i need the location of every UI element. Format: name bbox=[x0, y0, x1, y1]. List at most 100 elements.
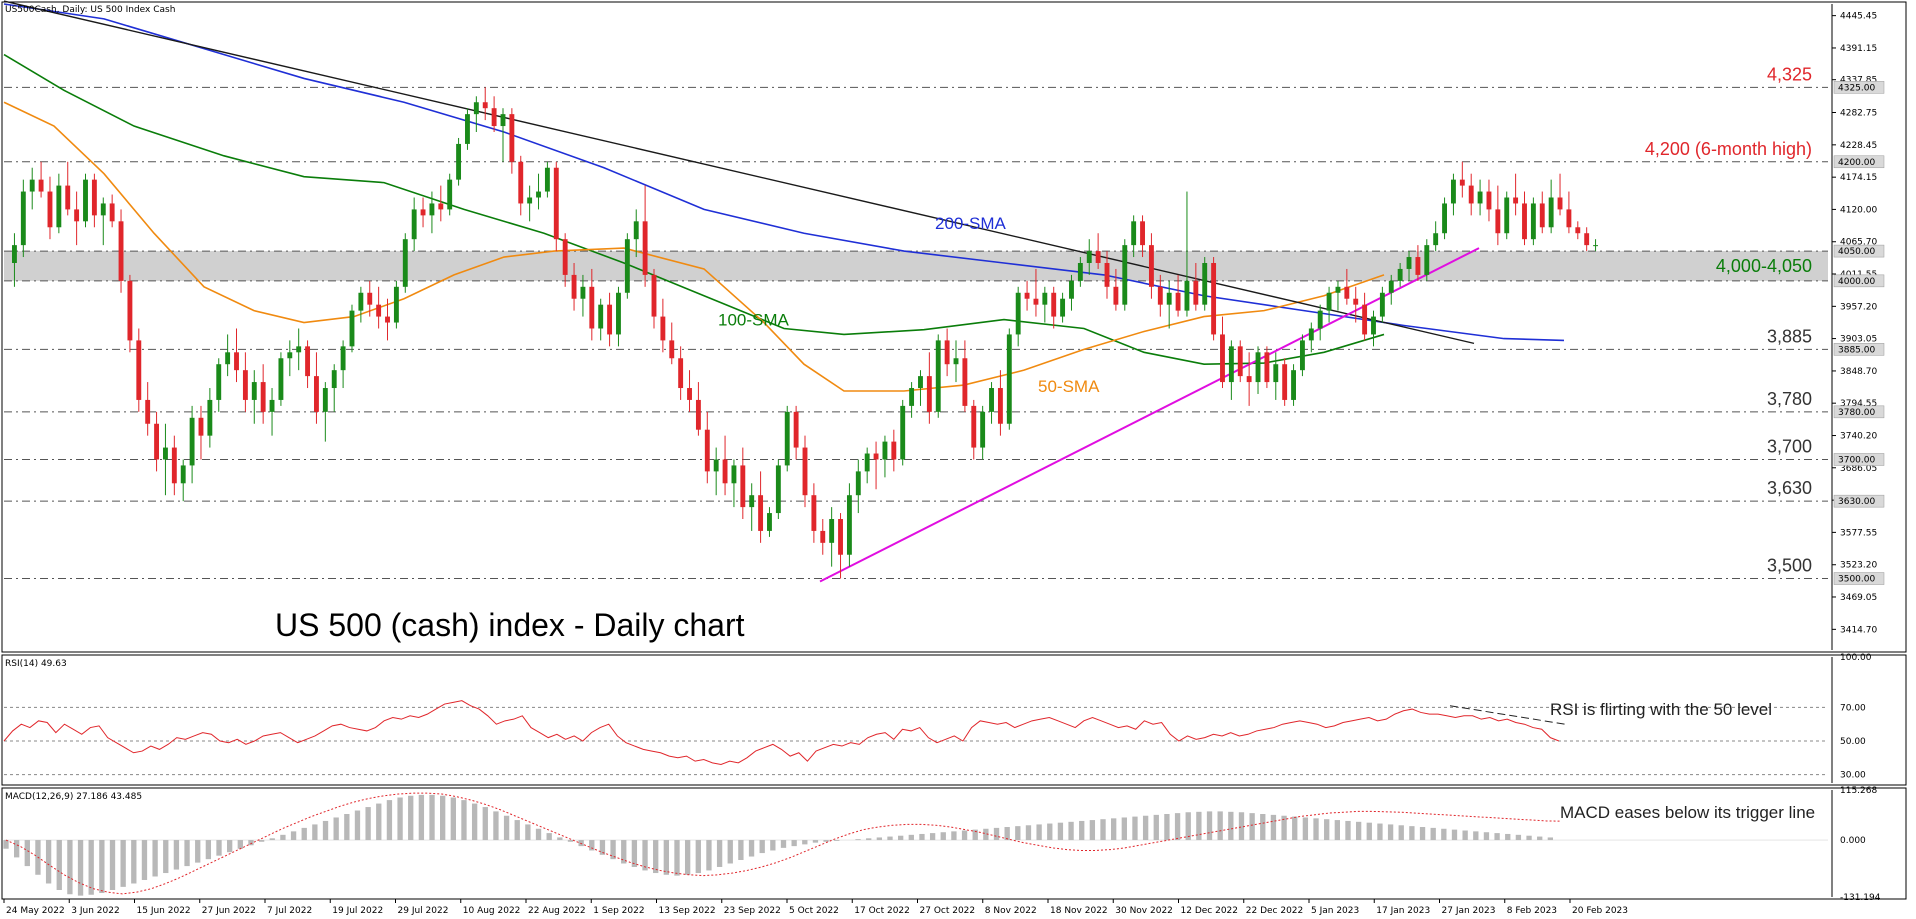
price-tag-label: 3500.00 bbox=[1838, 575, 1875, 585]
date-tick-label: 5 Jan 2023 bbox=[1311, 906, 1359, 916]
candle-body bbox=[1237, 346, 1243, 377]
level-label-3: 3,780 bbox=[1767, 389, 1812, 409]
candle-body bbox=[429, 203, 435, 216]
horizontal-levels bbox=[4, 86, 1828, 580]
descending-trendline bbox=[3, 0, 1475, 345]
candle-body bbox=[29, 179, 35, 192]
date-tick-label: 24 May 2022 bbox=[6, 906, 65, 916]
candle-body bbox=[1522, 203, 1527, 240]
candle-body bbox=[846, 495, 852, 555]
level-label-4: 3,700 bbox=[1767, 436, 1812, 456]
candle-body bbox=[1557, 197, 1563, 210]
rsi-tick-label: 30.00 bbox=[1840, 771, 1866, 781]
moving-averages-and-trendlines bbox=[3, 0, 1565, 583]
candle-body bbox=[393, 286, 399, 323]
price-tick-label: 3740.20 bbox=[1840, 432, 1877, 442]
price-tick-label: 3577.55 bbox=[1840, 528, 1877, 538]
rsi-tick-label: 50.00 bbox=[1840, 737, 1866, 747]
candle-body bbox=[1539, 203, 1545, 228]
candle-body bbox=[695, 399, 701, 430]
candle-body bbox=[1033, 298, 1039, 305]
macd-annotation: MACD eases below its trigger line bbox=[1560, 803, 1815, 822]
candle-body bbox=[1122, 245, 1128, 305]
price-tag-label: 3700.00 bbox=[1838, 455, 1875, 465]
candle-body bbox=[331, 370, 337, 389]
candle-body bbox=[1166, 292, 1172, 305]
candle-body bbox=[1255, 352, 1261, 383]
candle-body bbox=[1095, 251, 1101, 263]
candle-body bbox=[20, 191, 26, 246]
candle-body bbox=[145, 399, 151, 424]
candle-body bbox=[811, 495, 817, 531]
candle-body bbox=[1468, 185, 1474, 204]
candle-body bbox=[900, 405, 906, 460]
candle-body bbox=[553, 167, 559, 240]
sma200-line bbox=[3, 3, 1565, 342]
candle-body bbox=[1175, 292, 1181, 311]
candle-body bbox=[340, 346, 346, 371]
candle-body bbox=[1308, 328, 1314, 341]
candle-body bbox=[1548, 197, 1554, 228]
candle-body bbox=[953, 358, 959, 365]
candle-body bbox=[269, 399, 275, 412]
candle-body bbox=[456, 143, 462, 180]
candle-body bbox=[74, 209, 80, 222]
candle-body bbox=[260, 382, 266, 412]
candle-body bbox=[1433, 233, 1439, 246]
candle-body bbox=[1246, 376, 1252, 383]
candle-body bbox=[1450, 179, 1456, 204]
candle-body bbox=[56, 185, 62, 228]
candle-body bbox=[47, 191, 53, 228]
candle-body bbox=[989, 388, 994, 412]
candle-body bbox=[500, 114, 506, 127]
candle-body bbox=[91, 179, 97, 216]
date-tick-label: 12 Dec 2022 bbox=[1181, 906, 1239, 916]
price-tag-box bbox=[1833, 274, 1885, 288]
date-axis: 24 May 2022 3 Jun 2022 15 Jun 2022 27 Jun 2… bbox=[3, 899, 1628, 916]
candle-body bbox=[651, 274, 657, 317]
candle-body bbox=[775, 465, 781, 514]
candle-body bbox=[802, 447, 808, 496]
candle-body bbox=[189, 417, 195, 466]
level-label-0: 4,325 bbox=[1767, 64, 1812, 84]
rsi-divergence-line bbox=[1449, 705, 1566, 725]
candle-body bbox=[1228, 346, 1234, 383]
candle-body bbox=[829, 519, 835, 543]
candle-body bbox=[1317, 310, 1323, 329]
candle-body bbox=[83, 179, 88, 222]
candle-body bbox=[918, 376, 923, 389]
candle-body bbox=[784, 411, 790, 466]
candle-body bbox=[1335, 286, 1341, 293]
candle-body bbox=[1015, 292, 1021, 335]
candle-body bbox=[820, 530, 826, 543]
candle-body bbox=[926, 376, 932, 412]
date-tick-label: 30 Nov 2022 bbox=[1115, 906, 1173, 916]
candle-body bbox=[1397, 268, 1403, 281]
date-tick-label: 20 Feb 2023 bbox=[1572, 906, 1628, 916]
price-tag-box bbox=[1833, 244, 1885, 258]
date-tick-label: 17 Jan 2023 bbox=[1376, 906, 1430, 916]
candle-body bbox=[544, 167, 550, 192]
candle-body bbox=[1593, 245, 1599, 247]
candle-body bbox=[1104, 262, 1110, 287]
candle-body bbox=[225, 352, 231, 365]
candle-body bbox=[1069, 280, 1074, 299]
candle-body bbox=[322, 388, 328, 412]
candle-body bbox=[571, 274, 577, 299]
sma-label-0: 200-SMA bbox=[935, 214, 1007, 233]
symbol-title: US500Cash, Daily: US 500 Index Cash bbox=[5, 5, 175, 15]
candle-body bbox=[1513, 197, 1519, 204]
candle-body bbox=[935, 340, 941, 412]
price-tag-label: 3630.00 bbox=[1838, 497, 1875, 507]
date-tick-label: 13 Sep 2022 bbox=[659, 906, 716, 916]
candle-body bbox=[296, 346, 302, 353]
candle-body bbox=[438, 203, 444, 210]
candle-body bbox=[536, 191, 541, 198]
level-label-1: 4,200 (6-month high) bbox=[1645, 139, 1812, 159]
date-tick-label: 7 Jul 2022 bbox=[267, 906, 312, 916]
price-tick-label: 4228.45 bbox=[1840, 141, 1877, 151]
rsi-title: RSI(14) 49.63 bbox=[5, 659, 67, 669]
candle-body bbox=[1388, 280, 1394, 293]
candle-body bbox=[1086, 251, 1092, 263]
